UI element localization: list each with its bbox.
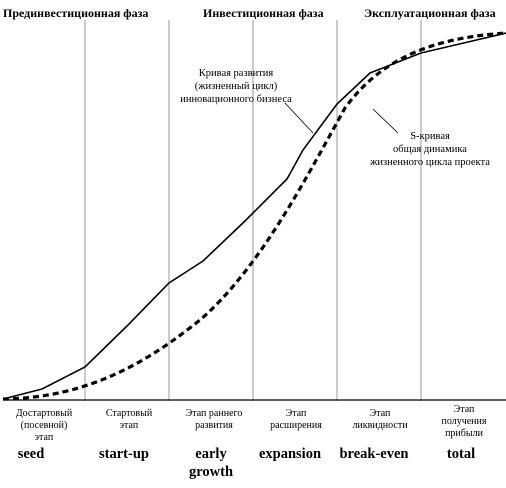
stage-ru-line: прибыли xyxy=(445,428,484,439)
stage-ru-line: ликвидности xyxy=(352,420,408,431)
stage-ru-line: Этап xyxy=(286,408,307,419)
stage-ru-line: развития xyxy=(195,420,233,431)
stage-total: Этап получения прибыли total xyxy=(442,404,487,462)
stage-en-label: expansion xyxy=(259,446,321,462)
s-curve-label: S-кривая общая динамика жизненного цикла… xyxy=(369,131,490,168)
stage-ru-line: получения xyxy=(442,416,487,427)
stage-ru-line: Достартовый xyxy=(16,408,73,419)
phase-operational: Эксплуатационная фаза xyxy=(364,6,496,20)
stage-ru-line: расширения xyxy=(270,420,322,431)
stage-start-up: Стартовый этап start-up xyxy=(99,408,153,462)
stage-en-label: seed xyxy=(18,446,45,462)
s-curve-label-line: общая динамика xyxy=(393,144,467,155)
stage-ru-line: (посевной) xyxy=(21,420,68,431)
stage-early-growth: Этап раннего развития early growth xyxy=(186,408,243,480)
development-label-leader xyxy=(284,102,314,134)
stage-ru-line: Этап раннего xyxy=(186,408,243,419)
stage-en-label: total xyxy=(447,446,475,462)
development-label-line: (жизненный цикл) xyxy=(195,81,278,92)
stage-ru-line: этап xyxy=(120,420,139,431)
stage-ru-line: Этап xyxy=(370,408,391,419)
stage-ru-line: Стартовый xyxy=(106,408,153,419)
stage-ru-line: этап xyxy=(35,432,54,443)
development-curve-label: Кривая развития (жизненный цикл) инновац… xyxy=(180,68,292,105)
stage-en-label: break-even xyxy=(339,446,408,462)
development-curve xyxy=(2,32,506,400)
stage-ru-line: Этап xyxy=(454,404,475,415)
phase-preinvestment: Прединвестиционная фаза xyxy=(3,6,148,20)
s-curve-label-line: жизненного цикла проекта xyxy=(369,157,490,168)
s-curve xyxy=(2,31,506,401)
stage-break-even: Этап ликвидности break-even xyxy=(339,408,408,462)
s-curve-label-line: S-кривая xyxy=(410,131,450,142)
stage-en-label: growth xyxy=(189,464,233,480)
phase-investment: Инвестиционная фаза xyxy=(203,6,324,20)
stage-seed: Достартовый (посевной) этап seed xyxy=(16,408,73,462)
development-label-line: Кривая развития xyxy=(199,68,274,79)
development-label-line: инновационного бизнеса xyxy=(180,94,292,105)
stage-dividers xyxy=(84,20,422,401)
stage-expansion: Этап расширения expansion xyxy=(259,408,322,462)
stage-en-label: start-up xyxy=(99,446,149,462)
s-curve-label-leader xyxy=(372,108,399,134)
stage-en-label: early xyxy=(195,446,227,462)
